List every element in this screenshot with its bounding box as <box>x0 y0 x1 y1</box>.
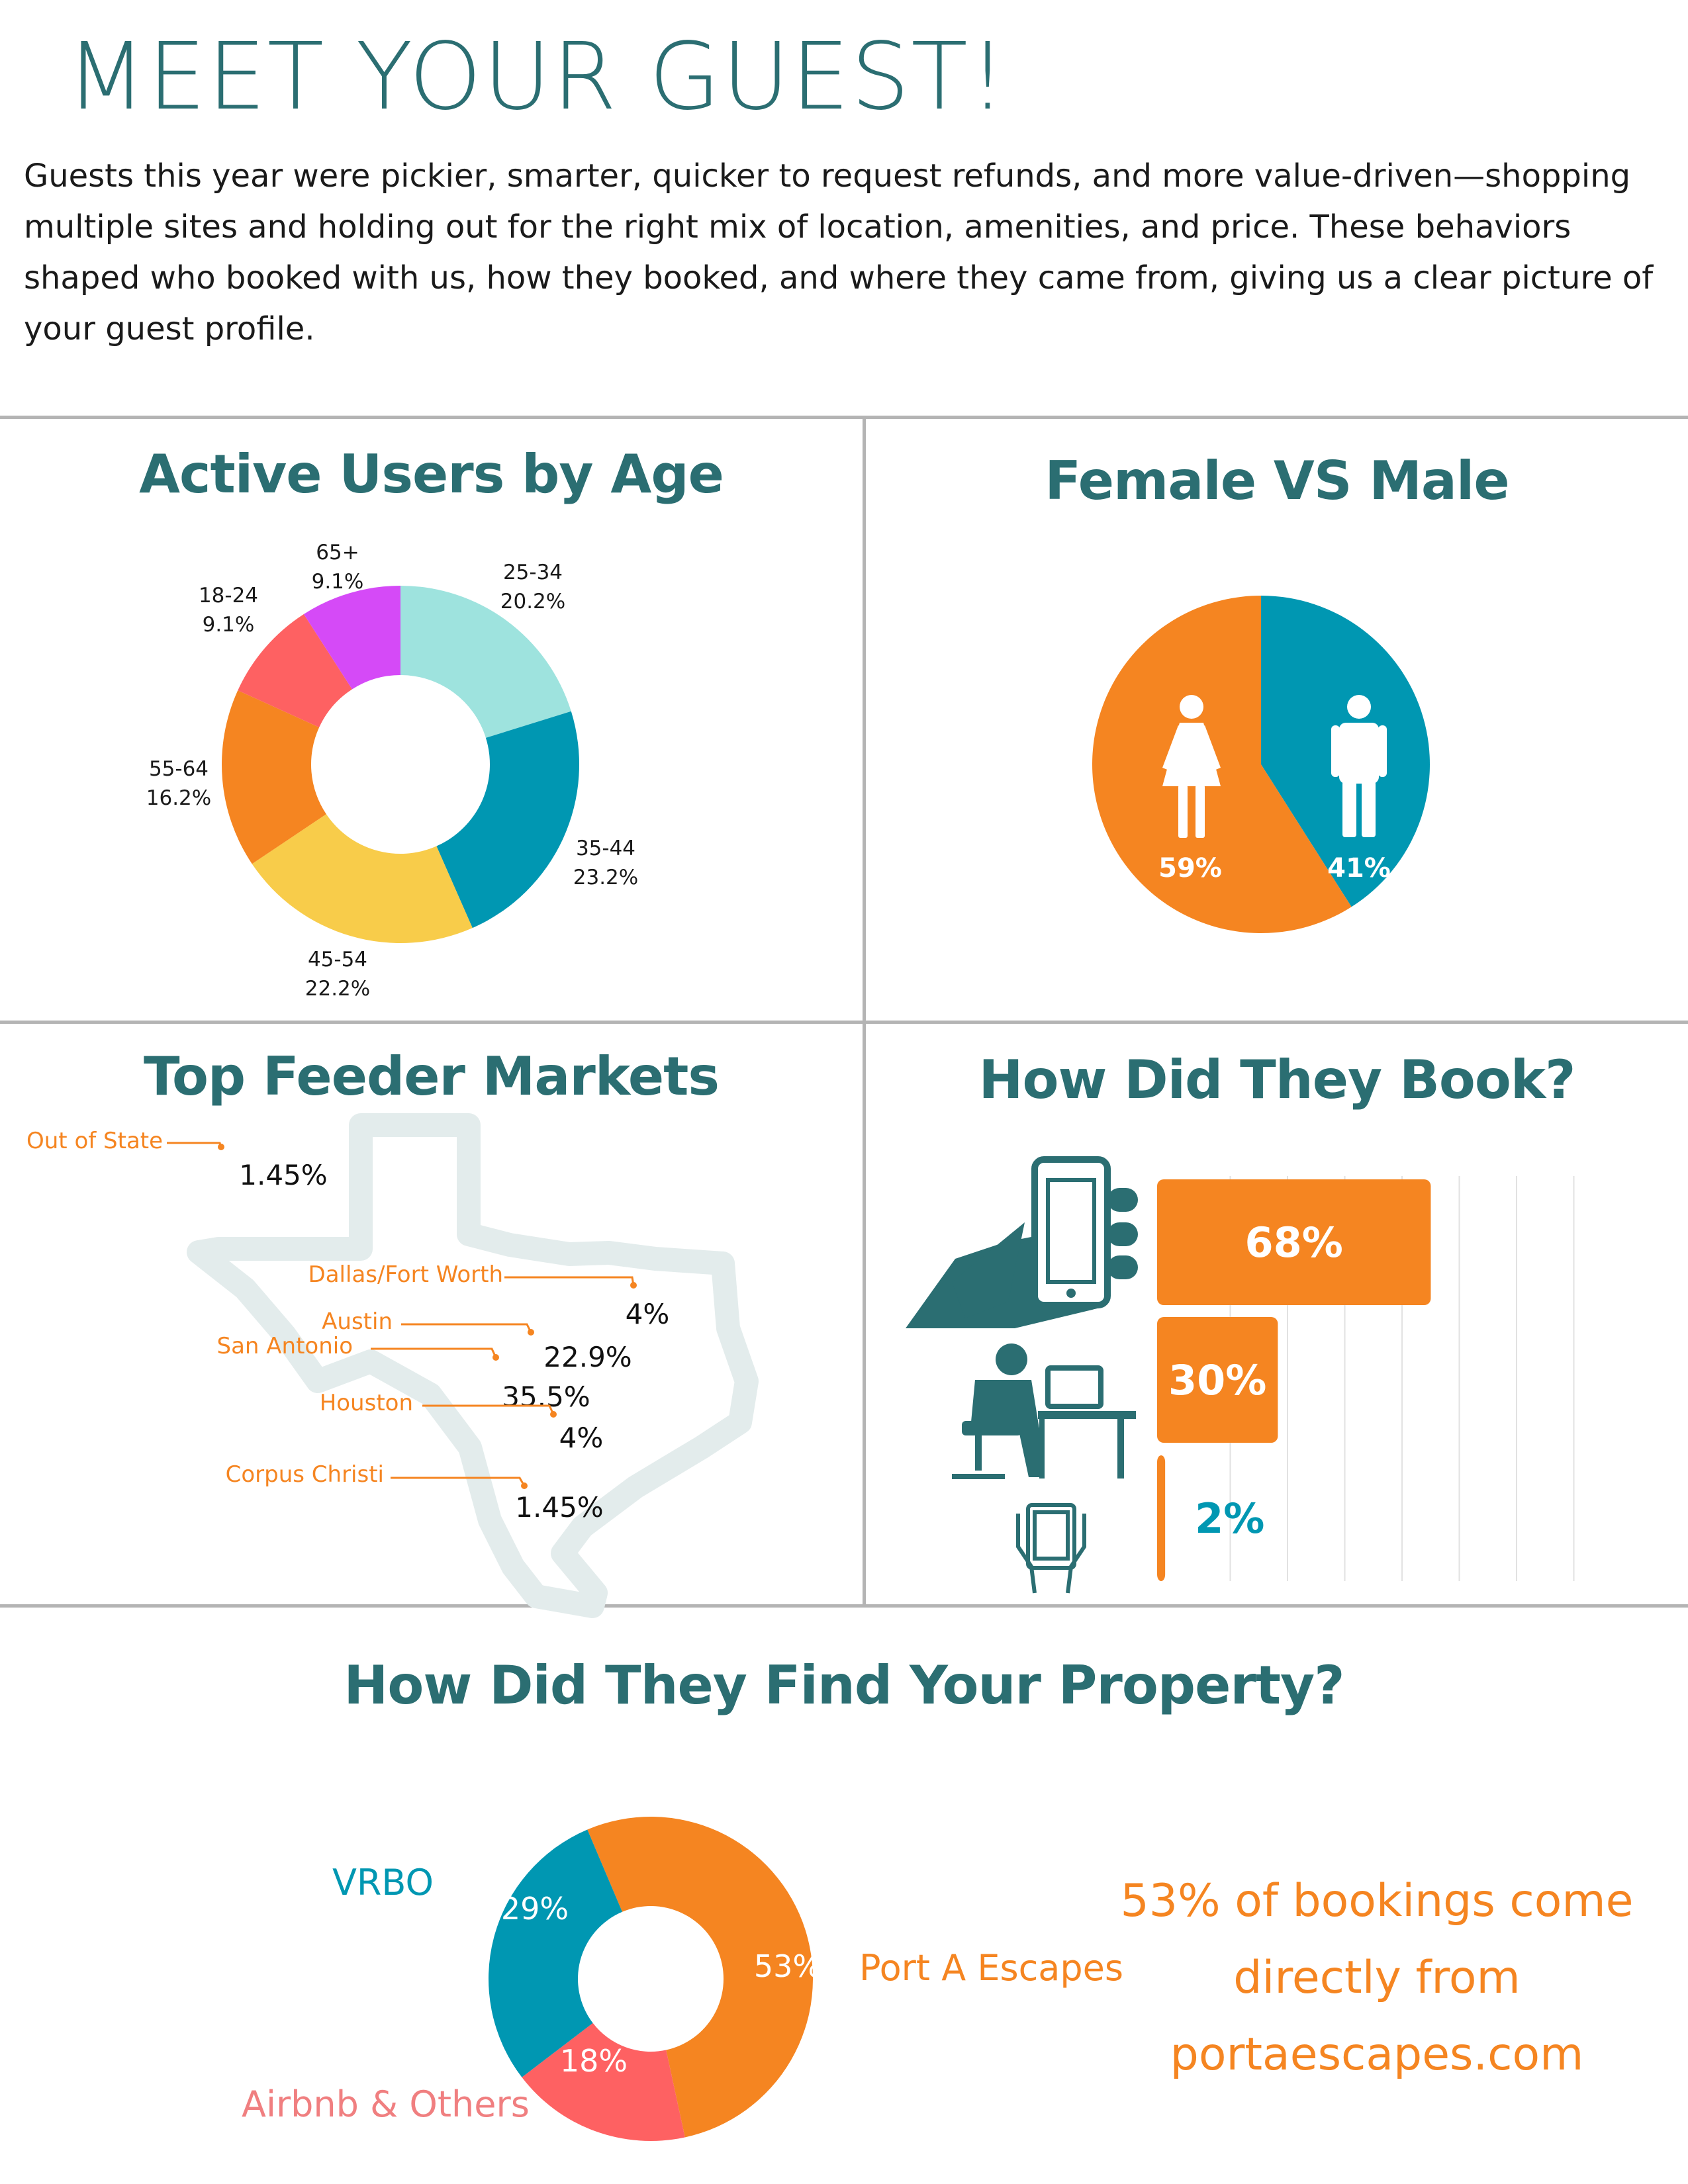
source-chart-title: How Did They Find Your Property? <box>344 1655 1344 1716</box>
leader-dot-out-of-state <box>218 1144 224 1150</box>
booking-value-1: 30% <box>1168 1356 1266 1404</box>
leader-line-austin <box>401 1323 532 1333</box>
age-label-65+: 65+ <box>316 541 359 565</box>
leader-line-san-antonio <box>371 1347 497 1358</box>
gender-pie-chart: 41% 59% <box>1092 596 1430 933</box>
female-icon <box>1162 695 1221 838</box>
market-value-dallas-fort-worth: 4% <box>626 1298 670 1330</box>
source-label-vrbo: VRBO <box>332 1862 434 1903</box>
source-slice-vrbo <box>489 1829 623 2077</box>
age-value-55-64: 16.2% <box>146 786 211 810</box>
market-label-san-antonio: San Antonio <box>216 1333 353 1359</box>
leader-line-corpus-christi <box>391 1477 526 1486</box>
feeder-markets-map: Out of State 1.45% Dallas/Fort Worth 4% Aust… <box>26 1113 759 1618</box>
market-label-austin: Austin <box>322 1308 393 1335</box>
promo-line-3: portaescapes.com <box>1170 2028 1584 2081</box>
desktop-user-icon <box>952 1343 1136 1479</box>
age-slice-25-34 <box>400 586 571 738</box>
age-value-65+: 9.1% <box>312 570 364 594</box>
leader-dot-houston <box>550 1411 557 1418</box>
male-percent: 41% <box>1327 853 1391 884</box>
booking-bar-chart: 68% 30% 2% <box>906 1156 1575 1594</box>
age-slice-35-44 <box>436 711 579 929</box>
intro-paragraph: Guests this year were pickier, smarter, … <box>24 158 1654 347</box>
age-donut-chart: 25-34 20.2% 35-44 23.2% 45-54 22.2% 55-64 16.2%… <box>146 541 638 1001</box>
tablet-hands-icon <box>1016 1503 1086 1594</box>
promo-line-2: directly from <box>1233 1952 1521 2004</box>
gender-slice-female <box>1092 596 1352 933</box>
source-donut-chart: 53% Port A Escapes 18% Airbnb & Others 29% VR… <box>242 1817 1123 2141</box>
age-value-18-24: 9.1% <box>203 613 255 637</box>
leader-dot-corpus-christi <box>521 1482 528 1489</box>
age-slice-65+ <box>303 586 400 690</box>
booking-bar-1 <box>1157 1317 1278 1443</box>
age-label-45-54: 45-54 <box>308 948 367 972</box>
smartphone-hand-icon <box>906 1156 1138 1328</box>
age-slice-45-54 <box>252 814 473 943</box>
page-title: MEET YOUR GUEST! <box>66 23 1008 131</box>
promo-text: 53% of bookings come directly from porta… <box>1099 1863 1655 2093</box>
divider-top <box>0 416 1688 419</box>
divider-bottom <box>0 1604 1688 1608</box>
booking-bar-2 <box>1157 1455 1166 1581</box>
divider-vertical <box>863 416 866 1604</box>
female-percent: 59% <box>1158 853 1222 884</box>
leader-line-dallas-fort-worth <box>504 1276 635 1286</box>
source-percent-vrbo: 29% <box>501 1891 569 1927</box>
age-label-18-24: 18-24 <box>199 584 258 608</box>
age-slice-55-64 <box>221 690 326 864</box>
market-value-houston: 4% <box>559 1422 604 1454</box>
booking-value-0: 68% <box>1245 1218 1343 1267</box>
gender-chart-title: Female VS Male <box>1045 450 1509 512</box>
market-label-out-of-state: Out of State <box>26 1128 163 1154</box>
source-label-airbnb-others: Airbnb & Others <box>242 2083 530 2125</box>
age-label-35-44: 35-44 <box>576 837 635 860</box>
age-label-55-64: 55-64 <box>149 757 209 781</box>
promo-line-1: 53% of bookings come <box>1120 1875 1634 1927</box>
source-slice-port-a-escapes <box>587 1817 814 2138</box>
market-label-houston: Houston <box>320 1390 413 1416</box>
market-label-dallas-fort-worth: Dallas/Fort Worth <box>308 1261 503 1288</box>
leader-dot-san-antonio <box>492 1354 499 1361</box>
age-value-35-44: 23.2% <box>573 866 638 889</box>
market-value-out-of-state: 1.45% <box>239 1159 327 1191</box>
source-slice-airbnb-others <box>522 2023 685 2141</box>
source-percent-port-a-escapes: 53% <box>754 1948 821 1984</box>
source-percent-airbnb-others: 18% <box>560 2043 628 2079</box>
booking-value-2: 2% <box>1195 1494 1264 1543</box>
divider-middle <box>0 1021 1688 1024</box>
age-value-25-34: 20.2% <box>500 590 565 614</box>
booking-bar-0 <box>1157 1179 1431 1305</box>
leader-line-out-of-state <box>167 1142 222 1148</box>
booking-chart-title: How Did They Book? <box>978 1049 1576 1111</box>
market-value-corpus-christi: 1.45% <box>515 1491 603 1524</box>
texas-map-outline-icon <box>187 1113 759 1618</box>
age-label-25-34: 25-34 <box>503 561 563 584</box>
age-slice-18-24 <box>238 614 352 728</box>
source-label-port-a-escapes: Port A Escapes <box>859 1947 1123 1989</box>
leader-dot-austin <box>528 1329 534 1336</box>
market-label-corpus-christi: Corpus Christi <box>226 1461 384 1488</box>
male-icon <box>1331 695 1387 837</box>
age-chart-title: Active Users by Age <box>139 443 724 505</box>
markets-title: Top Feeder Markets <box>144 1046 720 1107</box>
leader-dot-dallas-fort-worth <box>630 1282 637 1289</box>
market-value-austin: 22.9% <box>543 1341 632 1373</box>
market-value-san-antonio: 35.5% <box>502 1381 590 1413</box>
age-value-45-54: 22.2% <box>305 977 370 1001</box>
